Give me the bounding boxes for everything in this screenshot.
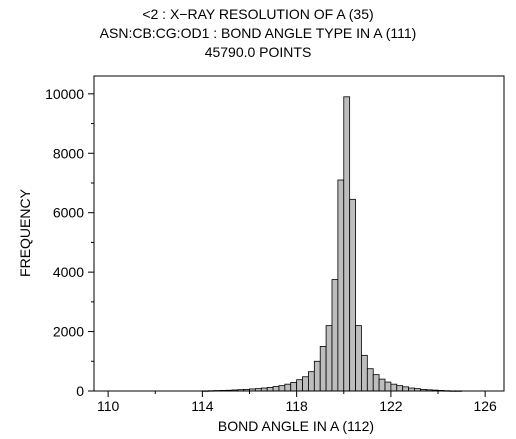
histogram-bar xyxy=(366,368,374,392)
x-tick-label: 110 xyxy=(97,398,120,414)
y-tick-label: 10000 xyxy=(45,86,84,102)
histogram-bar xyxy=(343,96,351,392)
x-tick-label: 122 xyxy=(379,398,403,414)
chart-title-line-3: 45790.0 POINTS xyxy=(204,44,312,60)
histogram-bar xyxy=(284,383,292,392)
axes-group: 110 114 118 122 126 0 2000 4000 6000 8000 10000 xyxy=(45,75,505,414)
x-tick-label: 126 xyxy=(473,398,497,414)
histogram-bar xyxy=(384,381,392,392)
y-axis-label: FREQUENCY xyxy=(17,188,33,277)
bars-group xyxy=(201,96,462,392)
histogram-bar xyxy=(266,387,274,392)
histogram-bar xyxy=(296,379,303,392)
histogram-bar xyxy=(355,325,362,392)
histogram-bar xyxy=(272,386,280,392)
histogram-bar xyxy=(331,279,339,392)
y-tick-label: 6000 xyxy=(53,205,84,221)
y-tick-label: 2000 xyxy=(53,324,84,340)
histogram-bar xyxy=(361,354,368,392)
histogram-bar xyxy=(302,376,309,392)
histogram-bar xyxy=(337,179,345,392)
histogram-bar xyxy=(396,385,404,392)
y-tick-label: 0 xyxy=(76,383,84,399)
histogram-bar xyxy=(402,386,409,392)
histogram-bar xyxy=(390,383,398,392)
histogram-bar xyxy=(313,360,321,392)
histogram-bar xyxy=(378,378,386,392)
x-tick-label: 118 xyxy=(285,398,308,414)
histogram-bar xyxy=(325,325,333,392)
histogram-bar xyxy=(308,371,315,392)
histogram-bar xyxy=(349,198,356,392)
histogram-bar xyxy=(290,381,298,392)
histogram-bar xyxy=(319,346,327,392)
histogram-bar xyxy=(278,385,286,392)
y-tick-label: 4000 xyxy=(53,264,84,280)
y-tick-label: 8000 xyxy=(53,145,84,161)
x-tick-label: 114 xyxy=(191,398,214,414)
chart-title-line-1: <2 : X−RAY RESOLUTION OF A (35) xyxy=(142,6,374,22)
x-axis-label: BOND ANGLE IN A (112) xyxy=(218,418,374,434)
chart-title-line-2: ASN:CB:CG:OD1 : BOND ANGLE TYPE IN A (11… xyxy=(99,25,417,41)
histogram-bar xyxy=(372,374,380,392)
plot-frame xyxy=(93,75,505,392)
